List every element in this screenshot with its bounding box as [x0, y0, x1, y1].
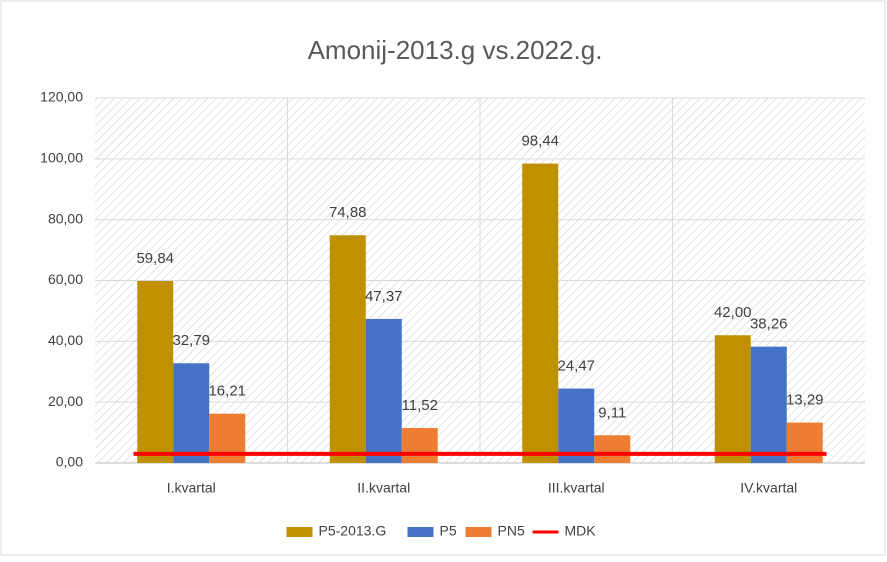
data-label: 9,11	[598, 404, 626, 421]
bar	[750, 346, 787, 463]
data-label: 13,29	[786, 392, 824, 409]
y-tick-label: 100,00	[40, 150, 83, 166]
x-tick-label: IV.kvartal	[740, 480, 797, 496]
legend-label: PN5	[498, 523, 525, 539]
x-tick-label: I.kvartal	[167, 480, 216, 496]
data-label: 11,52	[402, 397, 438, 414]
bar	[558, 388, 595, 463]
y-tick-label: 80,00	[48, 210, 83, 226]
bar	[401, 427, 438, 463]
legend-swatch	[286, 527, 313, 537]
data-label: 24,47	[557, 358, 595, 375]
bar	[594, 435, 631, 463]
bar	[786, 422, 823, 463]
data-label: 98,44	[521, 133, 559, 150]
data-label: 32,79	[172, 332, 210, 349]
y-tick-label: 20,00	[48, 393, 83, 409]
data-label: 59,84	[136, 250, 174, 267]
data-label: 16,21	[208, 383, 246, 400]
bar	[365, 318, 402, 463]
data-label: 74,88	[329, 204, 367, 221]
legend-label: MDK	[565, 523, 597, 539]
chart-title: Amonij-2013.g vs.2022.g.	[308, 35, 603, 65]
bar	[714, 335, 751, 463]
bar	[329, 235, 366, 463]
legend-label: P5	[440, 523, 457, 539]
bar	[173, 363, 210, 463]
y-tick-label: 60,00	[48, 271, 83, 287]
legend-label: P5-2013.G	[319, 523, 387, 539]
y-tick-label: 40,00	[48, 332, 83, 348]
data-label: 47,37	[365, 288, 403, 305]
bar	[137, 280, 174, 463]
y-tick-label: 120,00	[40, 89, 83, 105]
legend-swatch	[407, 527, 434, 537]
bar	[522, 163, 559, 463]
y-tick-label: 0,00	[56, 454, 83, 470]
data-label: 38,26	[750, 316, 788, 333]
x-tick-label: III.kvartal	[548, 480, 605, 496]
x-tick-label: II.kvartal	[357, 480, 410, 496]
data-label: 42,00	[714, 304, 752, 321]
legend-swatch	[465, 527, 492, 537]
